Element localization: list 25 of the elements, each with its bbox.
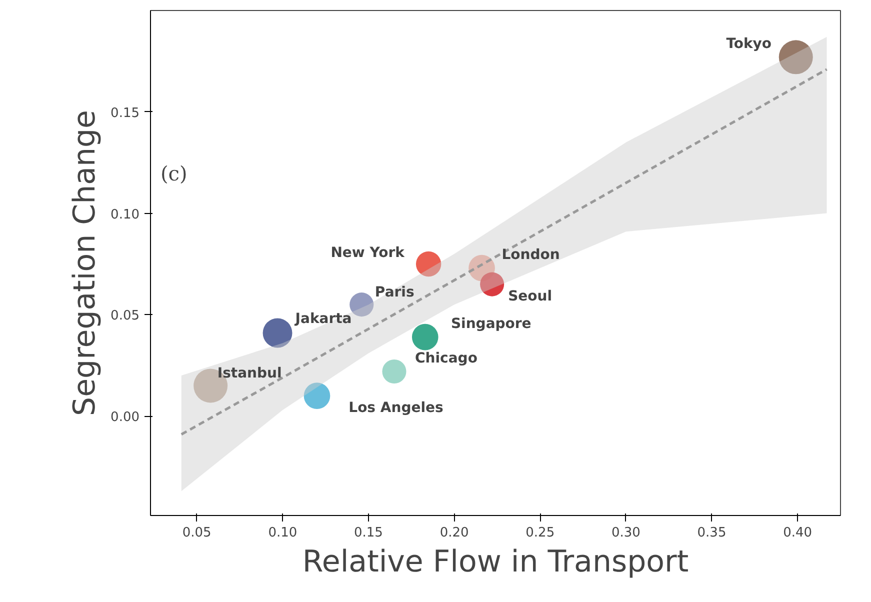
y-axis-title: Segregation Change [68, 110, 103, 416]
annotation: Los Angeles [348, 400, 444, 416]
x-tick-label: 0.35 [697, 526, 726, 540]
x-tick-label: 0.25 [526, 526, 555, 540]
annotation: London [502, 247, 560, 264]
annotation: Singapore [450, 316, 532, 332]
x-tick-label: 0.15 [354, 526, 383, 540]
x-tick-label: 0.05 [182, 526, 212, 540]
annotation: Istanbul [217, 366, 282, 382]
y-tick-label: 0.10 [110, 207, 140, 222]
y-tick-label: 0.00 [110, 410, 140, 426]
x-tick-label: 0.20 [440, 526, 469, 540]
x-tick-label: 0.40 [783, 526, 812, 540]
y-tick-label: 0.15 [110, 106, 140, 121]
x-tick-label: 0.10 [268, 526, 298, 540]
annotation: (c) [160, 162, 188, 186]
annotation: Jakarta [294, 310, 352, 327]
annotation: Paris [374, 284, 414, 301]
x-tick-label: 0.30 [611, 526, 640, 540]
y-tick-label: 0.05 [110, 308, 140, 324]
annotation: New York [330, 245, 406, 262]
annotation: Chicago [415, 350, 478, 367]
x-axis-title: Relative Flow in Transport [302, 544, 689, 580]
annotation: Tokyo [726, 36, 772, 52]
annotation: Seoul [508, 288, 552, 304]
